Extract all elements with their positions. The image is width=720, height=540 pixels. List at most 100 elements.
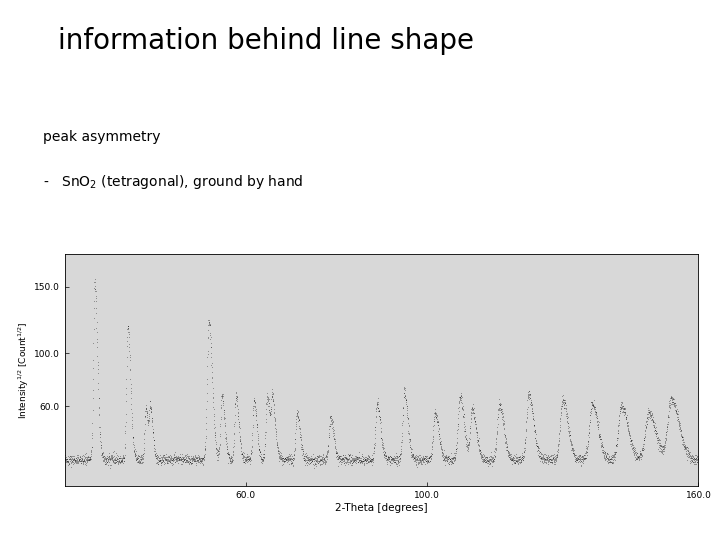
Point <box>595 435 607 443</box>
Point <box>360 456 372 464</box>
Point <box>126 416 138 424</box>
Point <box>333 454 344 462</box>
Point <box>229 402 240 411</box>
Point <box>391 456 402 465</box>
Point <box>681 451 693 460</box>
Point <box>73 455 84 463</box>
Point <box>607 453 618 461</box>
Point <box>109 458 121 467</box>
Point <box>478 457 490 465</box>
Point <box>78 456 90 464</box>
Point <box>321 450 333 459</box>
Point <box>189 457 201 465</box>
Point <box>186 452 197 461</box>
Point <box>498 419 509 428</box>
Point <box>154 456 166 465</box>
Point <box>105 453 117 461</box>
Point <box>593 429 605 438</box>
Point <box>688 460 700 468</box>
Point <box>284 455 296 464</box>
Point <box>395 441 407 450</box>
Point <box>386 454 397 463</box>
Point <box>286 458 297 467</box>
Point <box>101 458 112 467</box>
Point <box>635 450 647 458</box>
Point <box>230 388 242 397</box>
Point <box>374 413 386 421</box>
Point <box>382 460 393 469</box>
Point <box>494 401 505 409</box>
Point <box>70 456 81 464</box>
Point <box>522 388 534 396</box>
Point <box>379 454 391 462</box>
Point <box>289 443 300 452</box>
Point <box>678 433 689 442</box>
Point <box>533 447 544 456</box>
Point <box>346 451 358 460</box>
Point <box>114 451 126 460</box>
Point <box>549 460 561 468</box>
Point <box>149 451 161 460</box>
Point <box>557 399 568 407</box>
Point <box>611 436 623 444</box>
Point <box>234 436 246 444</box>
Point <box>598 453 609 462</box>
Point <box>251 423 263 431</box>
Point <box>400 397 412 406</box>
Point <box>440 453 451 462</box>
Point <box>665 393 677 402</box>
Point <box>654 441 666 450</box>
Point <box>411 452 423 461</box>
Point <box>607 451 618 460</box>
Point <box>99 455 111 463</box>
Point <box>397 403 409 411</box>
Point <box>446 457 458 466</box>
Point <box>492 413 503 421</box>
Point <box>477 457 488 466</box>
Point <box>613 421 624 429</box>
Point <box>459 427 470 435</box>
Point <box>79 456 91 465</box>
Point <box>135 452 147 461</box>
Point <box>297 454 309 462</box>
Point <box>250 408 261 417</box>
Point <box>562 427 574 435</box>
Point <box>604 457 616 466</box>
Point <box>315 455 326 464</box>
Point <box>464 429 475 437</box>
Point <box>485 455 497 463</box>
Point <box>281 454 292 462</box>
Point <box>305 455 317 463</box>
Point <box>407 451 418 460</box>
Point <box>501 442 513 451</box>
Point <box>204 320 215 329</box>
Point <box>235 443 247 452</box>
Point <box>203 319 215 328</box>
Point <box>81 457 92 466</box>
Point <box>363 451 374 460</box>
Point <box>587 401 598 409</box>
Point <box>592 421 603 430</box>
Point <box>262 397 274 406</box>
Point <box>203 319 215 327</box>
Point <box>68 454 80 462</box>
Point <box>606 455 617 464</box>
Point <box>624 434 636 442</box>
Point <box>534 454 546 462</box>
Point <box>685 458 697 467</box>
Point <box>561 414 572 422</box>
Point <box>478 451 490 460</box>
Point <box>349 457 361 466</box>
Point <box>638 444 649 453</box>
Point <box>655 447 667 456</box>
Point <box>309 453 320 462</box>
Point <box>121 362 132 370</box>
Point <box>86 431 98 440</box>
Point <box>629 448 640 457</box>
Point <box>208 415 220 424</box>
Point <box>161 457 173 466</box>
Point <box>636 451 647 460</box>
Point <box>493 395 505 403</box>
Point <box>205 343 217 352</box>
Point <box>595 443 606 451</box>
